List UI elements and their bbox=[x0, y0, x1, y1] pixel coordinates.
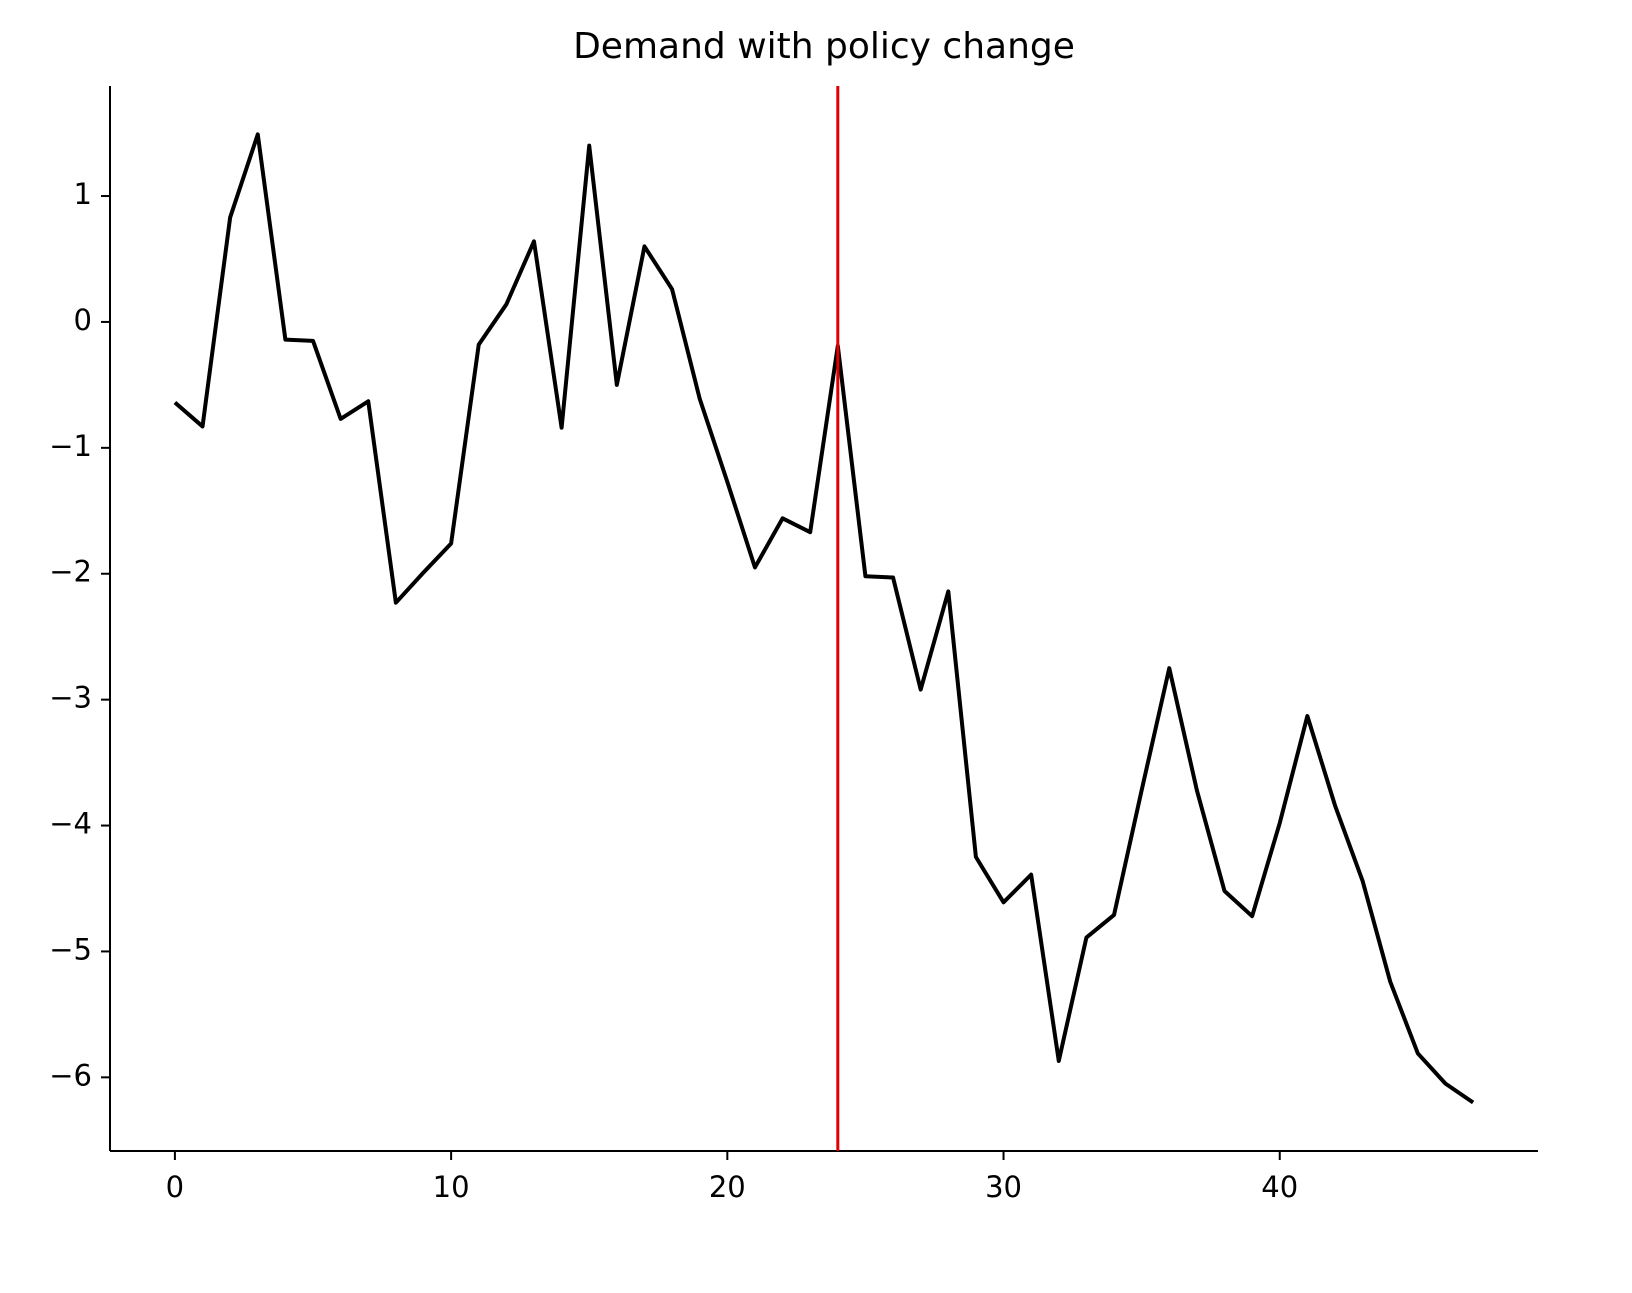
y-tick-label: −4 bbox=[49, 807, 92, 841]
y-tick-label: 1 bbox=[74, 177, 92, 211]
y-tick-label: −2 bbox=[49, 555, 92, 589]
x-tick-label: 30 bbox=[985, 1170, 1022, 1204]
x-tick-label: 10 bbox=[433, 1170, 470, 1204]
y-tick-label: −6 bbox=[49, 1058, 92, 1092]
data-line bbox=[173, 132, 1475, 1105]
x-tick-label: 20 bbox=[709, 1170, 746, 1204]
y-tick-label: −5 bbox=[49, 932, 92, 966]
chart-title: Demand with policy change bbox=[573, 26, 1075, 67]
x-tick-label: 40 bbox=[1261, 1170, 1298, 1204]
y-tick-label: −1 bbox=[49, 429, 92, 463]
y-tick-label: 0 bbox=[74, 303, 92, 337]
y-tick-label: −3 bbox=[49, 681, 92, 715]
x-tick-label: 0 bbox=[166, 1170, 184, 1204]
